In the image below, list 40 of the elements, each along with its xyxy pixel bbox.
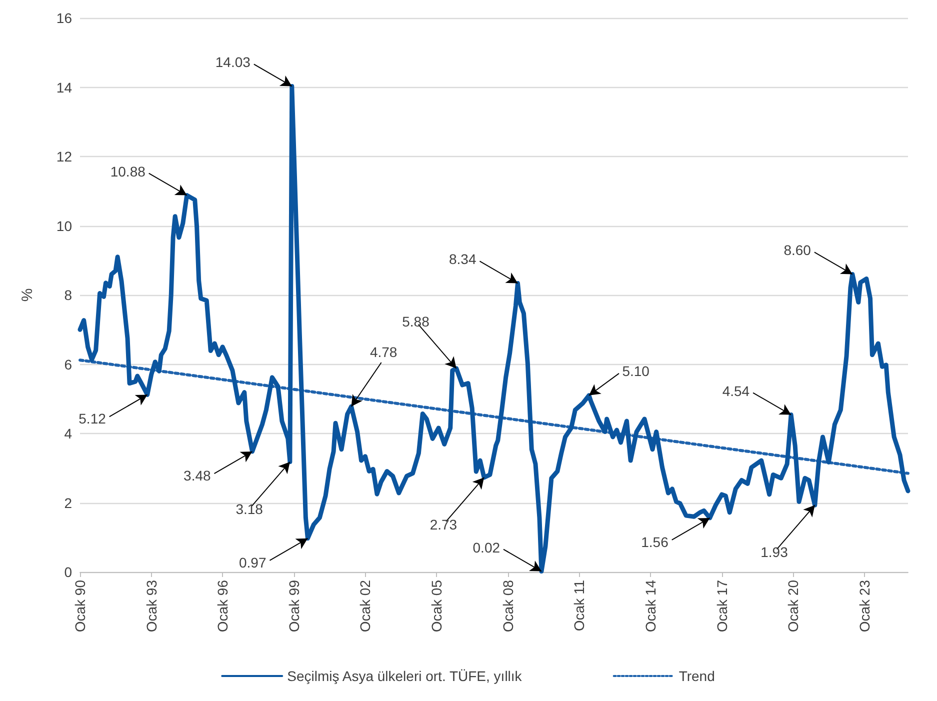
annotation: 14.03 — [215, 54, 251, 70]
y-tick-label: 16 — [56, 10, 72, 26]
annotation: 2.73 — [430, 516, 458, 532]
y-tick-label: 0 — [64, 564, 72, 580]
x-tick-label: Ocak 23 — [856, 580, 872, 632]
annotation: 4.54 — [722, 382, 750, 399]
y-tick-label: 2 — [64, 494, 72, 511]
annotation: 1.93 — [760, 544, 788, 560]
annotation: 3.48 — [184, 468, 212, 484]
annotation: 3.18 — [236, 500, 264, 517]
x-tick-label: Ocak 14 — [642, 580, 658, 632]
annotation: 5.12 — [78, 410, 106, 427]
annotation: 5.10 — [622, 363, 650, 380]
y-tick-label: 12 — [56, 148, 72, 164]
y-tick-label: 6 — [64, 356, 72, 372]
annotation: 8.34 — [449, 251, 476, 268]
x-tick-label: Ocak 99 — [286, 580, 302, 632]
x-tick-label: Ocak 93 — [143, 580, 160, 632]
x-tick-label: Ocak 11 — [571, 580, 588, 632]
y-tick-label: 14 — [56, 79, 72, 96]
legend-label: Seçilmiş Asya ülkeleri ort. TÜFE, yıllık — [287, 668, 523, 684]
annotation: 10.88 — [110, 163, 146, 180]
x-tick-label: Ocak 96 — [214, 580, 231, 632]
annotation: 8.60 — [784, 242, 812, 258]
annotation: 5.88 — [402, 313, 430, 330]
x-tick-label: Ocak 05 — [428, 580, 445, 632]
x-tick-label: Ocak 17 — [714, 580, 730, 632]
y-tick-label: 10 — [56, 218, 72, 234]
annotation: 4.78 — [370, 344, 398, 360]
legend-label: Trend — [678, 668, 715, 684]
x-tick-label: Ocak 08 — [500, 580, 516, 632]
x-tick-label: Ocak 90 — [72, 580, 88, 632]
x-tick-label: Ocak 20 — [785, 580, 802, 632]
annotation: 1.56 — [641, 534, 669, 550]
annotation: 0.97 — [239, 554, 266, 570]
annotation: 0.02 — [472, 539, 500, 556]
y-tick-label: 8 — [64, 287, 72, 303]
y-tick-label: 4 — [64, 426, 72, 442]
x-tick-label: Ocak 02 — [357, 580, 374, 632]
y-axis-title: % — [19, 288, 36, 302]
